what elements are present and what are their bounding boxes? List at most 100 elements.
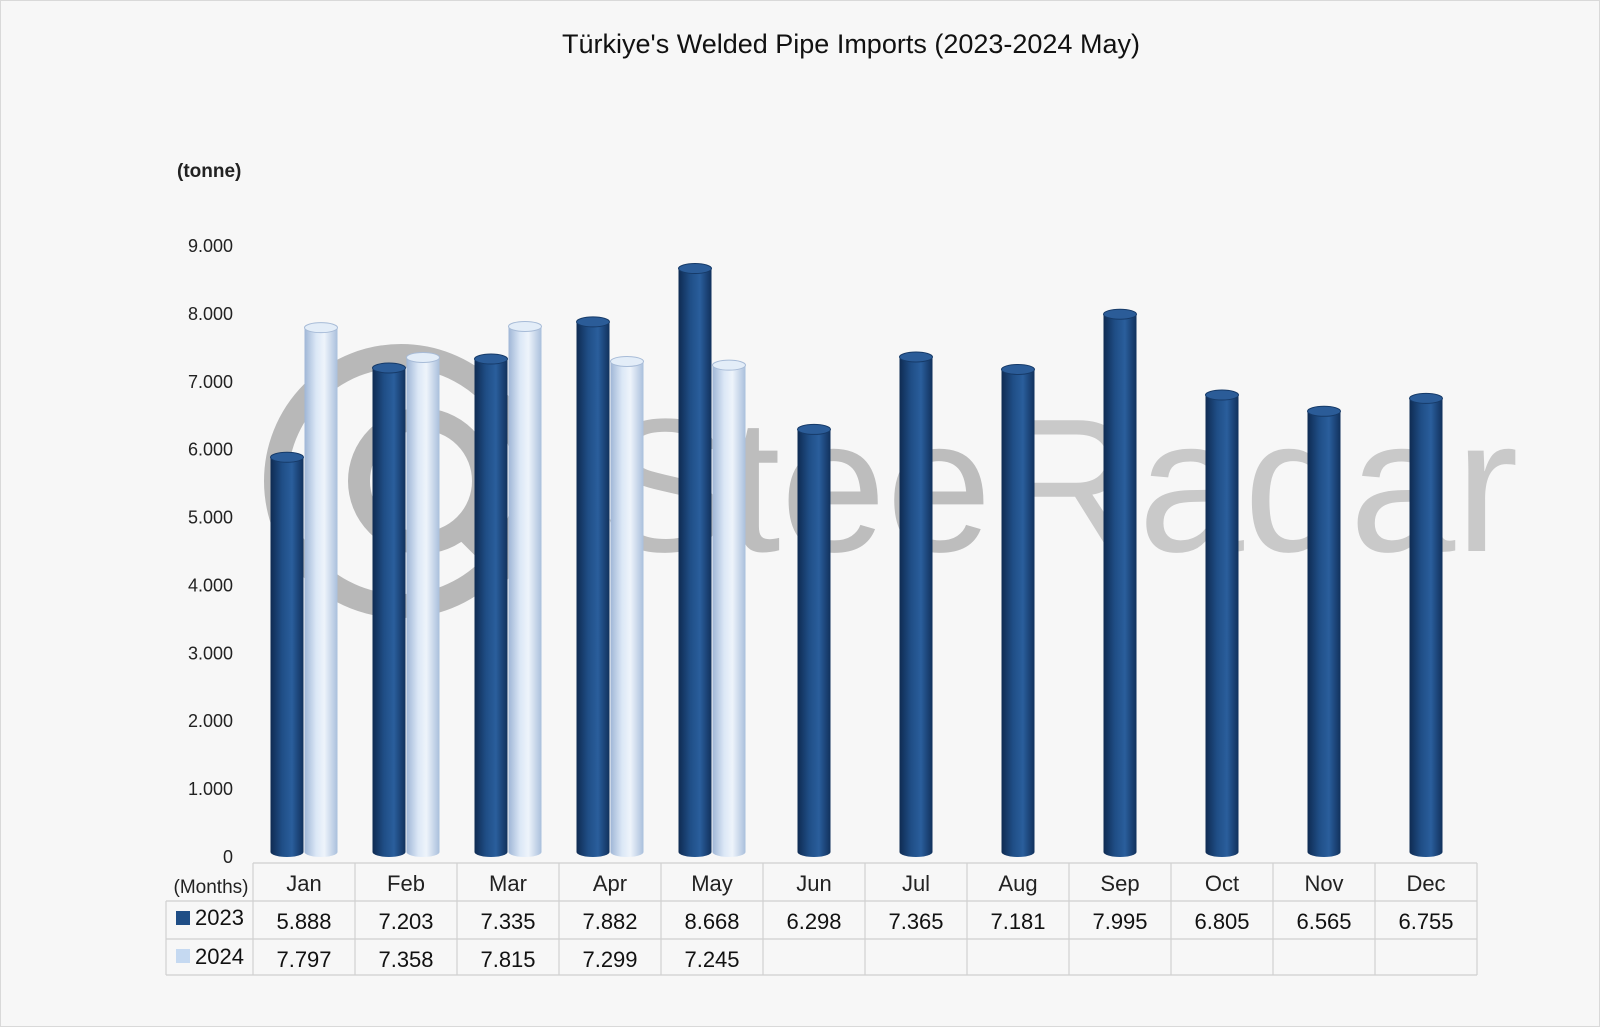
bar-2023-mar-body <box>474 359 508 852</box>
bar-2023-mar-base <box>474 847 508 857</box>
bar-2023-oct-cap <box>1205 389 1239 401</box>
bar-2023-sep-base <box>1103 847 1137 857</box>
table-cell-2023: 7.995 <box>1092 909 1147 934</box>
y-axis-ticks: 0 1.000 2.000 3.000 4.000 5.000 6.000 7.000 8.00… <box>188 236 233 867</box>
y-tick-label: 0 <box>223 847 233 867</box>
category-label: Jun <box>796 871 831 896</box>
table-cell-2023: 7.365 <box>888 909 943 934</box>
bar-2023-feb-base <box>372 847 406 857</box>
bar-2023-jan-base <box>270 847 304 857</box>
bar-2023-mar <box>474 353 508 857</box>
bar-2023-dec-body <box>1409 398 1443 852</box>
table-cell-2023: 8.668 <box>684 909 739 934</box>
bar-2024-feb-base <box>406 847 440 857</box>
bar-2023-jul <box>899 351 933 857</box>
data-table: (Months) 2023 2024 Jan Feb Mar Apr May Jun Jul… <box>165 862 1478 976</box>
category-label: Nov <box>1304 871 1343 896</box>
legend-key-2024 <box>176 949 190 963</box>
category-label: Feb <box>387 871 425 896</box>
bar-2024-apr-body <box>610 361 644 852</box>
legend-2024: 2024 <box>176 944 244 969</box>
bar-2024-feb <box>406 351 440 857</box>
bar-2023-feb-cap <box>372 362 406 374</box>
category-label: Mar <box>489 871 527 896</box>
table-cell-2023: 6.805 <box>1194 909 1249 934</box>
table-row-2024: 7.797 7.358 7.815 7.299 7.245 <box>276 947 739 972</box>
bar-2023-jul-body <box>899 356 933 852</box>
y-axis-unit: (tonne) <box>177 161 241 182</box>
category-label: Aug <box>998 871 1037 896</box>
bar-2023-oct-base <box>1205 847 1239 857</box>
bar-2023-oct-body <box>1205 395 1239 852</box>
table-cell-2024: 7.245 <box>684 947 739 972</box>
category-label: Sep <box>1100 871 1139 896</box>
bar-2024-apr <box>610 355 644 857</box>
bar-2023-jul-cap <box>899 351 933 363</box>
category-label: Dec <box>1406 871 1445 896</box>
table-cell-2023: 7.882 <box>582 909 637 934</box>
y-tick-label: 7.000 <box>188 372 233 392</box>
legend-key-2023 <box>176 911 190 925</box>
data-table-grid <box>165 862 1478 976</box>
bar-2023-feb-body <box>372 367 406 852</box>
table-cell-2023: 7.335 <box>480 909 535 934</box>
bar-2023-apr-body <box>576 321 610 852</box>
bar-2023-jun-cap <box>797 423 831 435</box>
bar-2023-may <box>678 263 712 857</box>
category-label: Apr <box>593 871 627 896</box>
bar-2024-jan-cap <box>304 322 338 334</box>
y-tick-label: 9.000 <box>188 236 233 256</box>
bar-2023-may-cap <box>678 263 712 275</box>
bar-2024-may-base <box>712 847 746 857</box>
bar-2024-may <box>712 359 746 857</box>
category-label: Jul <box>902 871 930 896</box>
bar-2023-nov-base <box>1307 847 1341 857</box>
bar-2023-oct <box>1205 389 1239 857</box>
bar-2023-mar-cap <box>474 353 508 365</box>
category-labels: Jan Feb Mar Apr May Jun Jul Aug Sep Oct Nov Dec <box>286 871 1445 896</box>
y-tick-label: 1.000 <box>188 779 233 799</box>
bar-2024-apr-cap <box>610 355 644 367</box>
table-cell-2023: 7.203 <box>378 909 433 934</box>
y-tick-label: 5.000 <box>188 508 233 528</box>
category-label: Oct <box>1205 871 1239 896</box>
table-cell-2024: 7.358 <box>378 947 433 972</box>
bar-2024-jan <box>304 322 338 857</box>
table-row-2023: 5.888 7.203 7.335 7.882 8.668 6.298 7.365 7.181… <box>276 909 1453 934</box>
bar-2023-jun-base <box>797 847 831 857</box>
bar-2024-jan-body <box>304 327 338 853</box>
bar-2023-dec-cap <box>1409 392 1443 404</box>
bar-2023-sep <box>1103 308 1137 857</box>
bar-2024-mar-body <box>508 326 542 852</box>
bar-2024-mar <box>508 320 542 857</box>
legend-label-2024: 2024 <box>195 944 244 969</box>
y-tick-label: 2.000 <box>188 711 233 731</box>
bar-2024-may-cap <box>712 359 746 371</box>
bar-2023-jan-cap <box>270 451 304 463</box>
bar-2024-mar-cap <box>508 320 542 332</box>
table-cell-2023: 6.565 <box>1296 909 1351 934</box>
bar-2024-may-body <box>712 365 746 852</box>
bar-2023-jun <box>797 423 831 857</box>
y-tick-label: 3.000 <box>188 643 233 663</box>
bar-2023-dec <box>1409 392 1443 857</box>
bar-2023-may-body <box>678 268 712 852</box>
bar-2023-jan <box>270 451 304 857</box>
bar-2024-jan-base <box>304 847 338 857</box>
bar-2023-nov-cap <box>1307 405 1341 417</box>
table-cell-2024: 7.815 <box>480 947 535 972</box>
x-axis-label: (Months) <box>174 877 249 898</box>
bar-2023-jul-base <box>899 847 933 857</box>
bar-2023-jan-body <box>270 457 304 852</box>
legend-2023: 2023 <box>176 905 244 930</box>
bar-2023-aug-body <box>1001 369 1035 852</box>
bar-2023-apr-base <box>576 847 610 857</box>
bar-2023-sep-body <box>1103 314 1137 852</box>
bar-2023-apr-cap <box>576 316 610 328</box>
legend-label-2023: 2023 <box>195 905 244 930</box>
bar-2023-dec-base <box>1409 847 1443 857</box>
series-2024-bars <box>304 320 746 857</box>
table-cell-2023: 5.888 <box>276 909 331 934</box>
bar-2023-aug <box>1001 363 1035 857</box>
